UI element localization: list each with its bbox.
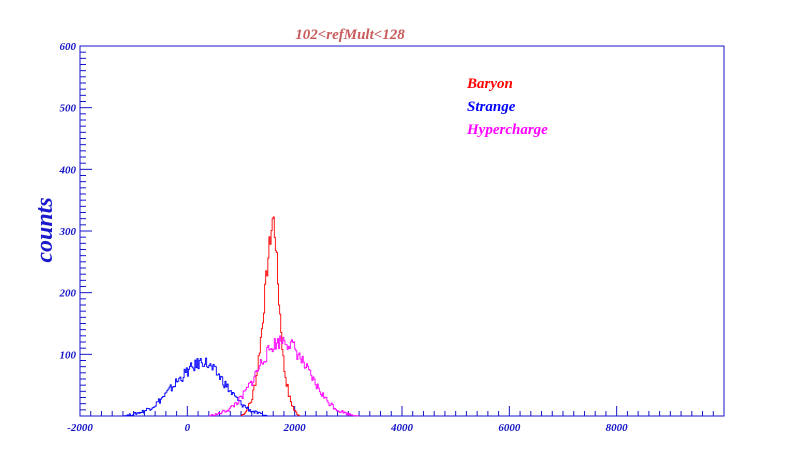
x-tick-label: -2000 [67, 422, 93, 434]
y-axis-label: counts [32, 197, 58, 262]
legend-entry-strange: Strange [467, 99, 516, 115]
x-tick-label: 0 [185, 422, 191, 434]
x-tick-label: 4000 [390, 422, 414, 434]
chart-title: 102<refMult<128 [295, 27, 405, 43]
x-tick-label: 2000 [283, 422, 307, 434]
plot-frame [79, 45, 725, 417]
y-tick-label: 200 [59, 288, 77, 300]
y-tick-label: 100 [60, 349, 77, 361]
y-tick-labels: 100 200 300 400 500 600 [59, 41, 77, 361]
x-tick-labels: -2000 0 2000 4000 6000 8000 [67, 422, 628, 434]
x-tick-label: 8000 [606, 422, 629, 434]
y-tick-label: 500 [60, 103, 77, 115]
axis-ticks [79, 45, 725, 417]
y-tick-label: 300 [59, 226, 77, 238]
legend: Baryon Strange Hypercharge [466, 76, 548, 138]
series-line-hypercharge [208, 335, 360, 417]
legend-entry-baryon: Baryon [466, 76, 513, 92]
y-tick-label: 400 [59, 164, 77, 176]
y-tick-label: 600 [60, 41, 77, 53]
series-line-baryon [241, 216, 301, 417]
series-line-strange [122, 357, 268, 417]
legend-entry-hypercharge: Hypercharge [466, 122, 548, 138]
series-group [122, 216, 360, 417]
x-tick-label: 6000 [498, 422, 521, 434]
